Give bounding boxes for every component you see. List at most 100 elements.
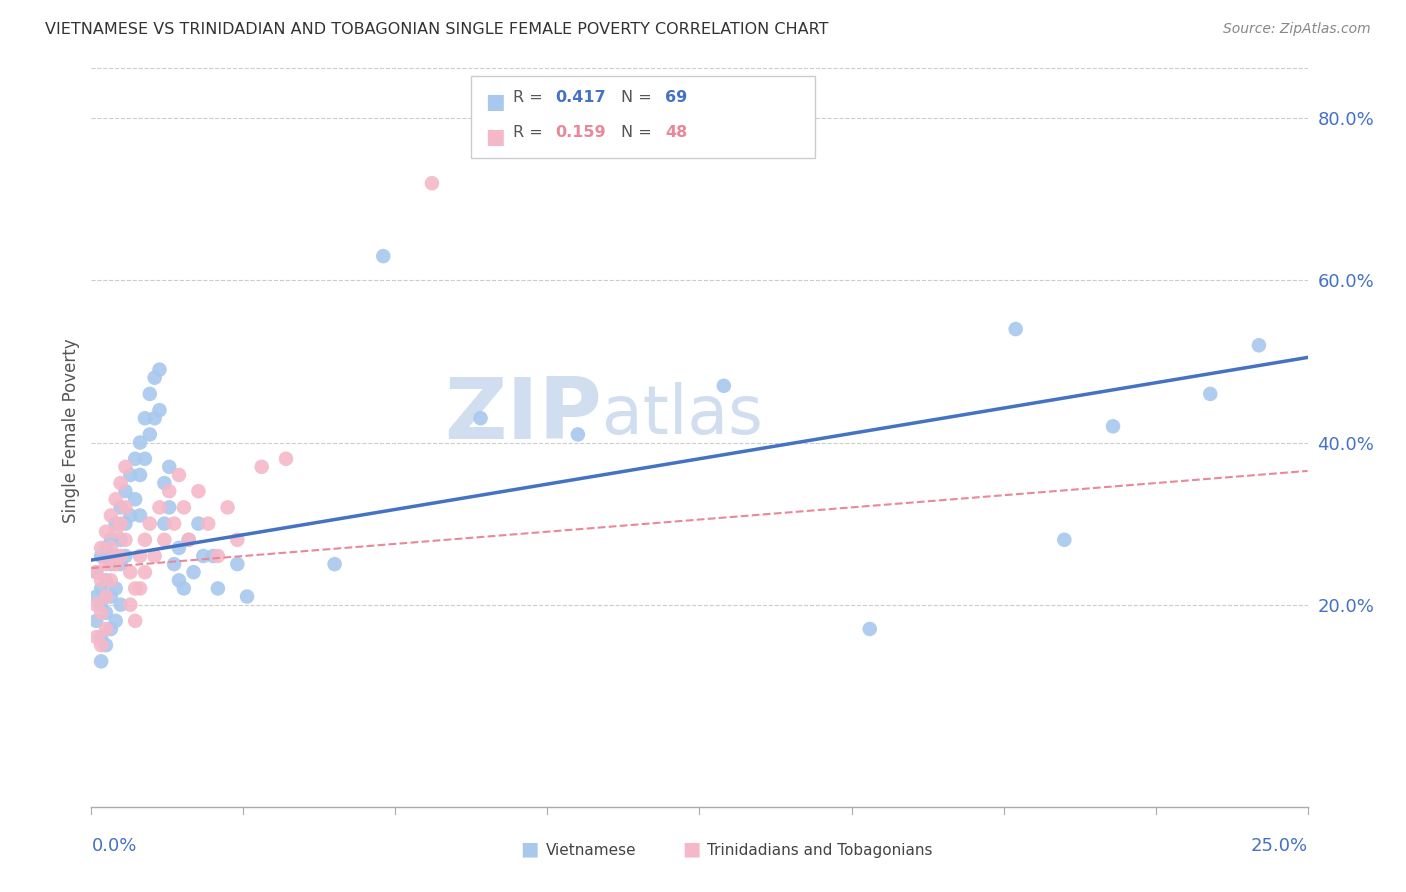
Point xyxy=(193,549,215,563)
Text: 0.417: 0.417 xyxy=(555,90,606,105)
Point xyxy=(713,379,735,393)
Point xyxy=(110,533,132,547)
Text: ZIP: ZIP xyxy=(444,374,602,457)
Point xyxy=(1053,533,1076,547)
Text: R =: R = xyxy=(513,125,548,140)
Point xyxy=(104,524,127,539)
Text: atlas: atlas xyxy=(602,383,763,449)
Text: ■: ■ xyxy=(520,839,538,858)
Point xyxy=(100,557,122,571)
Point xyxy=(90,549,112,563)
Point xyxy=(84,566,107,580)
Point xyxy=(470,411,492,425)
Point xyxy=(120,467,142,482)
Point xyxy=(148,500,170,515)
Point xyxy=(104,549,127,563)
Point xyxy=(1199,387,1222,401)
Point xyxy=(90,606,112,620)
Point xyxy=(100,508,122,523)
Point xyxy=(124,614,146,628)
Text: 25.0%: 25.0% xyxy=(1250,837,1308,855)
Point xyxy=(104,516,127,531)
Point xyxy=(90,541,112,555)
Point xyxy=(100,574,122,588)
Point xyxy=(187,516,209,531)
Point xyxy=(110,516,132,531)
Point xyxy=(90,598,112,612)
Point xyxy=(114,500,136,515)
Point xyxy=(420,176,443,190)
Point xyxy=(859,622,882,636)
Point xyxy=(114,533,136,547)
Text: N =: N = xyxy=(621,125,658,140)
Point xyxy=(177,533,200,547)
Point xyxy=(114,516,136,531)
Point xyxy=(120,566,142,580)
Point xyxy=(226,533,249,547)
Point xyxy=(1247,338,1270,352)
Point xyxy=(94,557,117,571)
Point xyxy=(153,533,176,547)
Point xyxy=(139,516,162,531)
Point xyxy=(163,516,186,531)
Point xyxy=(84,614,107,628)
Point xyxy=(143,411,166,425)
Point xyxy=(120,508,142,523)
Point xyxy=(100,622,122,636)
Point xyxy=(217,500,239,515)
Point xyxy=(167,467,190,482)
Point xyxy=(183,566,205,580)
Text: 0.0%: 0.0% xyxy=(91,837,136,855)
Point xyxy=(114,459,136,474)
Point xyxy=(110,476,132,491)
Point xyxy=(157,484,180,499)
Point xyxy=(373,249,395,263)
Point xyxy=(226,557,249,571)
Point xyxy=(114,484,136,499)
Point xyxy=(100,590,122,604)
Point xyxy=(134,451,156,466)
Point xyxy=(129,582,152,596)
Point xyxy=(94,638,117,652)
Point xyxy=(1102,419,1125,434)
Point xyxy=(90,574,112,588)
Point xyxy=(153,476,176,491)
Point xyxy=(124,492,146,507)
Point xyxy=(84,590,107,604)
Point xyxy=(84,598,107,612)
Point xyxy=(100,533,122,547)
Point xyxy=(94,606,117,620)
Point xyxy=(177,533,200,547)
Point xyxy=(90,638,112,652)
Point xyxy=(143,370,166,384)
Text: Vietnamese: Vietnamese xyxy=(546,843,636,858)
Point xyxy=(129,508,152,523)
Point xyxy=(323,557,346,571)
Point xyxy=(250,459,273,474)
Point xyxy=(148,403,170,417)
Point xyxy=(90,654,112,668)
Text: ■: ■ xyxy=(682,839,700,858)
Point xyxy=(163,557,186,571)
Point xyxy=(187,484,209,499)
Point xyxy=(134,411,156,425)
Point xyxy=(104,614,127,628)
Point xyxy=(120,598,142,612)
Text: ■: ■ xyxy=(485,127,505,146)
Point xyxy=(134,566,156,580)
Point xyxy=(100,541,122,555)
Point xyxy=(173,582,195,596)
Point xyxy=(207,549,229,563)
Point xyxy=(110,549,132,563)
Text: VIETNAMESE VS TRINIDADIAN AND TOBAGONIAN SINGLE FEMALE POVERTY CORRELATION CHART: VIETNAMESE VS TRINIDADIAN AND TOBAGONIAN… xyxy=(45,22,828,37)
Point xyxy=(114,549,136,563)
Point xyxy=(173,500,195,515)
Point xyxy=(104,492,127,507)
Point xyxy=(139,427,162,442)
Point xyxy=(129,467,152,482)
Point xyxy=(202,549,225,563)
Point xyxy=(1004,322,1026,336)
Point xyxy=(104,582,127,596)
Text: N =: N = xyxy=(621,90,658,105)
Point xyxy=(129,435,152,450)
